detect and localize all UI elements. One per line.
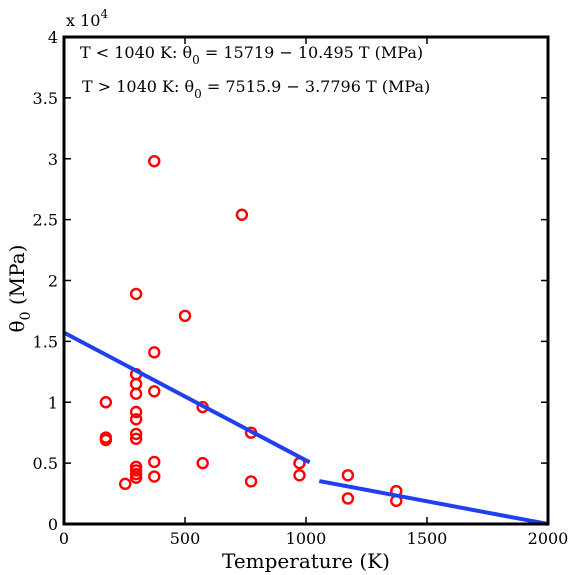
- x-tick-label: 2000: [528, 529, 569, 548]
- data-point: [129, 287, 143, 301]
- data-point: [129, 377, 143, 391]
- data-point: [148, 154, 161, 168]
- y-tick-label: 3.5: [33, 89, 58, 108]
- data-point: [244, 475, 258, 488]
- data-point: [129, 387, 143, 400]
- y-tick-label: 0.5: [33, 454, 58, 473]
- y-tick-label: 0: [48, 515, 58, 534]
- y-axis-title: θ0 (MPa): [5, 245, 34, 333]
- plot-frame: [62, 35, 550, 526]
- fit-line-2: [318, 479, 549, 526]
- data-point: [196, 456, 209, 470]
- data-point: [129, 427, 143, 441]
- data-point: [293, 469, 306, 482]
- x-tick-label: 1000: [286, 529, 327, 548]
- data-point: [148, 346, 161, 359]
- equation-annotation-1: T < 1040 K: θ0 = 15719 − 10.495 T (MPa): [80, 43, 423, 67]
- fit-line-1: [63, 330, 311, 465]
- data-point: [99, 433, 113, 447]
- y-tick-label: 4: [48, 28, 58, 47]
- x-tick-label: 500: [170, 529, 201, 548]
- data-layer: [63, 154, 549, 526]
- y-tick-label: 1.5: [33, 332, 58, 351]
- y-axis-multiplier: x 104: [66, 7, 108, 30]
- data-point: [341, 492, 355, 505]
- data-point: [99, 396, 113, 409]
- data-point: [148, 470, 161, 483]
- data-point: [129, 471, 143, 484]
- data-point: [129, 413, 143, 426]
- data-point: [129, 405, 143, 419]
- y-tick-label: 1: [48, 393, 58, 412]
- y-tick-label: 3: [48, 150, 58, 169]
- ticks-layer: 0 500 1000 1500 2000 0 0.5 1 1.5 2 2.5 3 3.5 4: [33, 28, 569, 548]
- data-point: [235, 208, 249, 221]
- x-axis-title: Temperature (K): [222, 549, 390, 573]
- x-tick-label: 1500: [407, 529, 448, 548]
- data-point: [119, 477, 132, 491]
- data-point: [129, 432, 143, 445]
- y-tick-label: 2.5: [33, 211, 58, 230]
- data-point: [178, 309, 192, 323]
- x-tick-label: 0: [59, 529, 69, 548]
- data-point: [148, 385, 161, 398]
- y-tick-label: 2: [48, 272, 58, 291]
- data-point: [341, 469, 355, 482]
- data-point: [148, 455, 161, 469]
- equation-annotation-2: T > 1040 K: θ0 = 7515.9 − 3.7796 T (MPa): [82, 77, 430, 101]
